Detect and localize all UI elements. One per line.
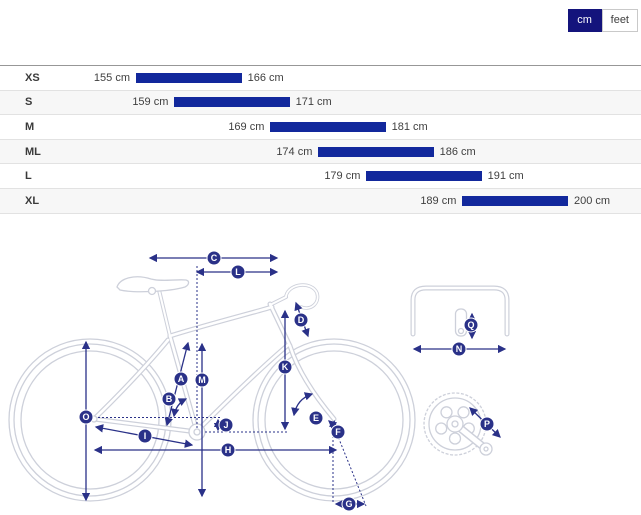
geometry-label-letter: D bbox=[298, 315, 305, 325]
size-label: L bbox=[25, 170, 32, 183]
arrow-e bbox=[291, 392, 314, 417]
geometry-label-o[interactable] bbox=[78, 409, 94, 425]
size-label: M bbox=[25, 120, 35, 133]
size-label: S bbox=[25, 96, 33, 109]
geometry-label-n[interactable] bbox=[451, 341, 467, 357]
height-range-bar bbox=[462, 195, 568, 206]
size-row-s: S 159 cm 171 cm bbox=[0, 90, 641, 116]
size-label: ML bbox=[25, 145, 41, 158]
geometry-label-d[interactable] bbox=[293, 312, 309, 328]
geometry-label-letter: O bbox=[82, 412, 89, 422]
min-height-label: 174 cm bbox=[276, 145, 313, 158]
max-height-label: 200 cm bbox=[574, 194, 611, 207]
unit-cm-button[interactable]: cm bbox=[567, 9, 602, 32]
size-label: XS bbox=[25, 71, 40, 84]
geometry-label-letter: I bbox=[144, 431, 147, 441]
max-height-label: 166 cm bbox=[247, 71, 284, 84]
geometry-label-a[interactable] bbox=[173, 371, 189, 387]
geometry-label-letter: Q bbox=[467, 320, 474, 330]
geometry-label-e[interactable] bbox=[308, 410, 324, 426]
size-row-l: L 179 cm 191 cm bbox=[0, 164, 641, 189]
min-height-label: 189 cm bbox=[420, 194, 457, 207]
min-height-label: 179 cm bbox=[324, 170, 361, 183]
geometry-label-letter: H bbox=[225, 445, 232, 455]
geometry-label-letter: A bbox=[178, 374, 185, 384]
size-row-xl: XL 189 cm 200 cm bbox=[0, 188, 641, 214]
handlebar-detail bbox=[410, 285, 510, 337]
geometry-label-f[interactable] bbox=[330, 424, 346, 440]
max-height-label: 186 cm bbox=[439, 145, 476, 158]
geometry-label-letter: P bbox=[484, 419, 490, 429]
geometry-label-p[interactable] bbox=[479, 416, 495, 432]
arrow-b bbox=[171, 398, 188, 418]
geometry-label-letter: B bbox=[166, 394, 173, 404]
min-height-label: 159 cm bbox=[132, 96, 169, 109]
geometry-label-letter: E bbox=[313, 413, 319, 423]
unit-feet-button[interactable]: feet bbox=[601, 9, 638, 32]
geometry-label-g[interactable] bbox=[341, 496, 357, 512]
geometry-label-letter: K bbox=[282, 362, 289, 372]
size-table: XS 155 cm 166 cm S 159 cm 171 cm M 169 cm 181 cm… bbox=[0, 65, 641, 214]
unit-toggle: cm feet bbox=[567, 9, 638, 32]
min-height-label: 155 cm bbox=[93, 71, 130, 84]
size-row-m: M 169 cm 181 cm bbox=[0, 115, 641, 140]
geometry-label-l[interactable] bbox=[230, 264, 246, 280]
geometry-label-k[interactable] bbox=[277, 359, 293, 375]
geometry-label-i[interactable] bbox=[137, 428, 153, 444]
size-label: XL bbox=[25, 194, 40, 207]
geometry-label-letter: M bbox=[198, 375, 206, 385]
size-row-ml: ML 174 cm 186 cm bbox=[0, 139, 641, 165]
geometry-label-letter: C bbox=[211, 253, 218, 263]
geometry-label-q[interactable] bbox=[463, 317, 479, 333]
min-height-label: 169 cm bbox=[228, 120, 265, 133]
size-row-xs: XS 155 cm 166 cm bbox=[0, 66, 641, 91]
height-range-bar bbox=[270, 121, 386, 132]
geometry-label-b[interactable] bbox=[161, 391, 177, 407]
diagram-letter-labels: AB C D E F G H I J K L M N O P Q bbox=[78, 250, 495, 512]
geometry-label-letter: F bbox=[335, 427, 341, 437]
height-range-bar bbox=[174, 97, 290, 108]
height-range-bar bbox=[366, 171, 482, 182]
geometry-label-m[interactable] bbox=[194, 372, 210, 388]
max-height-label: 171 cm bbox=[295, 96, 332, 109]
max-height-label: 191 cm bbox=[487, 170, 524, 183]
geometry-label-h[interactable] bbox=[220, 442, 236, 458]
geometry-label-letter: G bbox=[345, 499, 352, 509]
max-height-label: 181 cm bbox=[391, 120, 428, 133]
geometry-label-letter: N bbox=[456, 344, 463, 354]
front-wheel bbox=[252, 338, 416, 502]
height-range-bar bbox=[136, 72, 242, 83]
geometry-label-j[interactable] bbox=[218, 417, 234, 433]
bike-frame bbox=[90, 276, 337, 441]
geometry-label-letter: L bbox=[235, 267, 241, 277]
geometry-label-letter: J bbox=[223, 420, 228, 430]
geometry-label-c[interactable] bbox=[206, 250, 222, 266]
height-range-bar bbox=[318, 146, 434, 157]
